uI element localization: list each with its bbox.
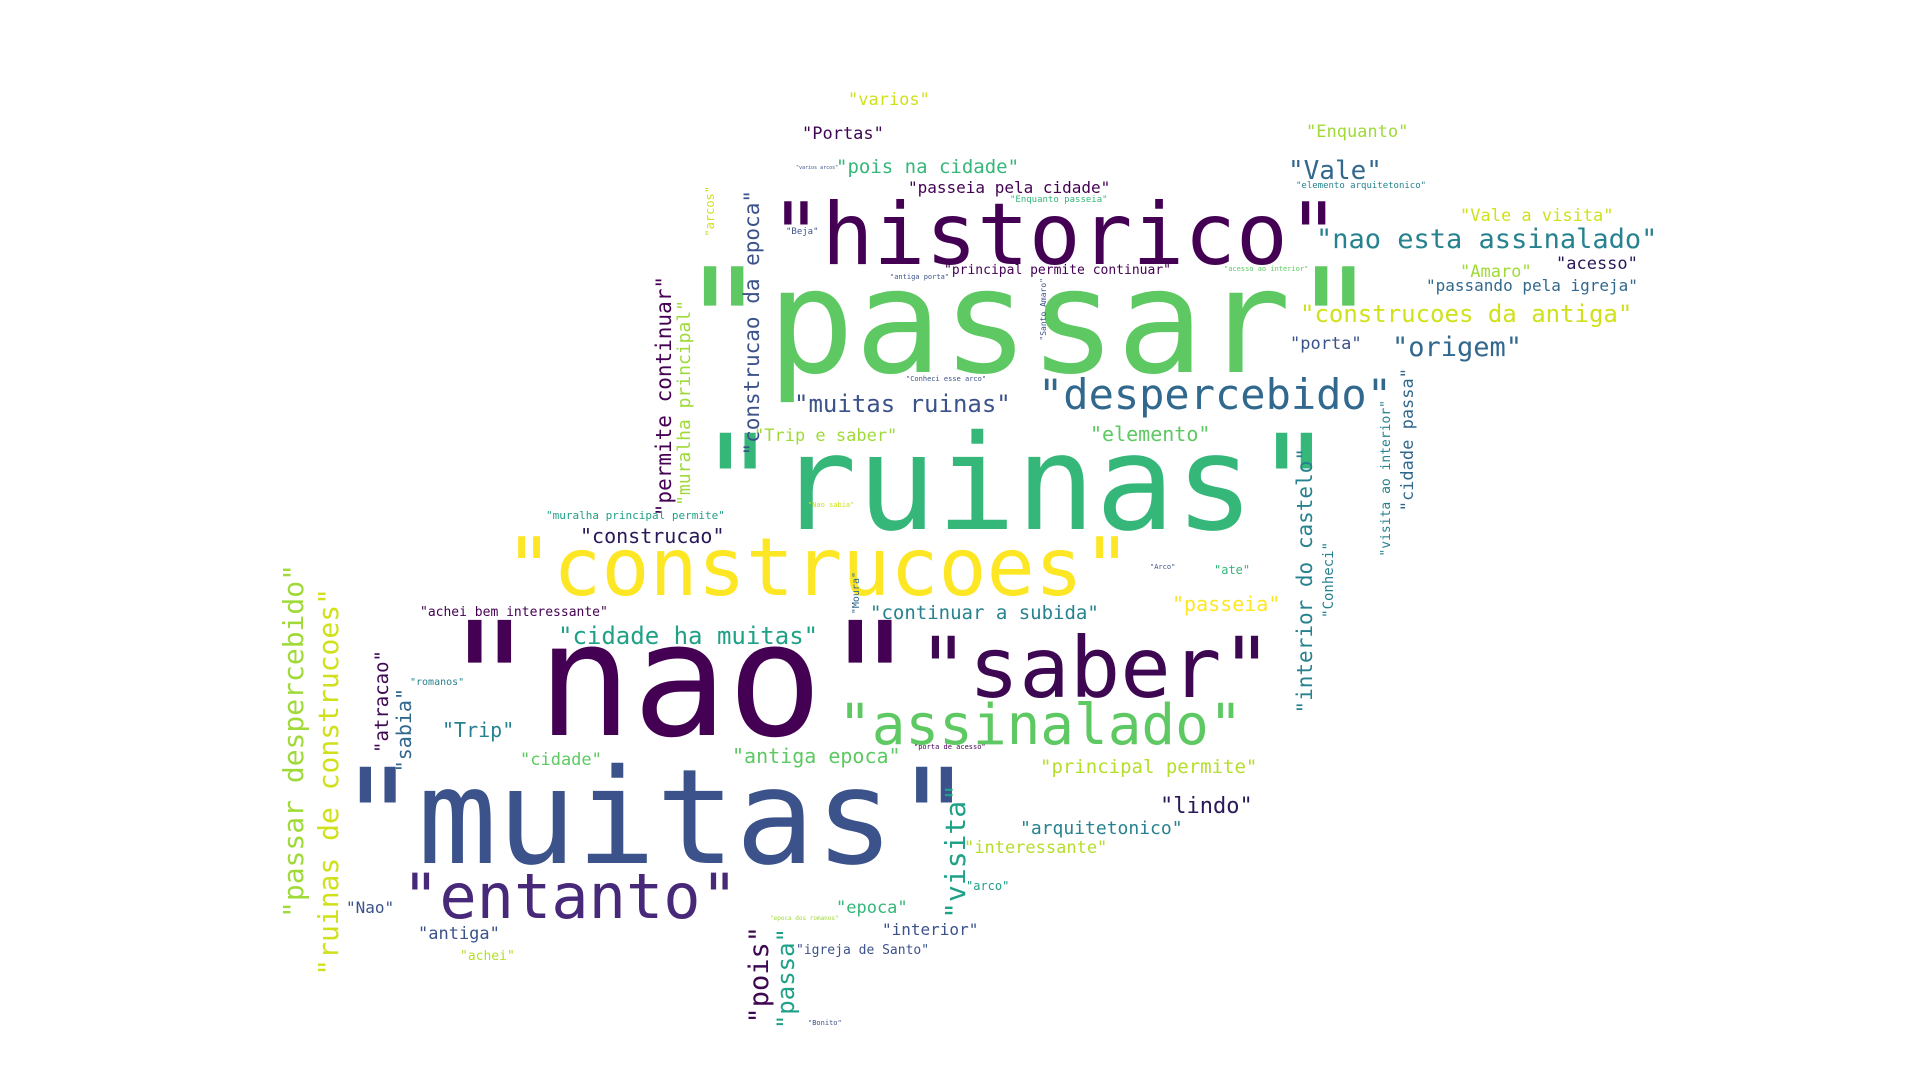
word-lindo: "lindo" — [1160, 794, 1253, 819]
word-trip: "Trip" — [442, 718, 515, 742]
word-epoca: "epoca" — [836, 898, 908, 918]
word-passa: "passa" — [772, 928, 800, 1030]
word-elemento-arquitetonico: "elemento arquitetonico" — [1296, 181, 1427, 191]
word-antiga: "antiga" — [418, 924, 500, 944]
word-muitas: "muitas" — [338, 741, 974, 895]
word-cidade-ha-muitas: "cidade ha muitas" — [558, 622, 819, 650]
word-acesso: "acesso" — [1556, 254, 1638, 274]
word-achei: "achei" — [460, 949, 515, 964]
word-vale-a-visita: "Vale a visita" — [1460, 206, 1614, 226]
word-saber: "saber" — [918, 619, 1273, 717]
word-varios-arcos: "varios arcos" — [796, 165, 839, 171]
word-vale: "Vale" — [1288, 156, 1382, 186]
word-interior-do-castelo: "interior do castelo" — [1293, 448, 1317, 714]
word-construcao-da-epoca: "construcao da epoca" — [740, 190, 764, 456]
word-principal-permite: "principal permite" — [1040, 756, 1258, 778]
word-trip-e-saber: "Trip e saber" — [754, 426, 898, 446]
word-cidade-passa: "cidade passa" — [1398, 368, 1418, 512]
word-antiga-porta: "antiga porta" — [890, 273, 950, 281]
word-principal-permite-continuar: "principal permite continuar" — [944, 263, 1171, 278]
word-igreja-de-santo: "igreja de Santo" — [796, 943, 930, 958]
word-bonito: "Bonito" — [808, 1019, 842, 1027]
word-pois: "pois" — [744, 926, 775, 1024]
word-achei-bem-interessante: "achei bem interessante" — [420, 605, 608, 620]
word-historico: "historico" — [770, 185, 1340, 285]
word-santo-amaro: "Santo Amaro" — [1039, 278, 1048, 341]
word-ruinas: "ruinas" — [698, 407, 1334, 561]
word-passando-pela-igreja: "passando pela igreja" — [1426, 276, 1638, 295]
word-amaro: "Amaro" — [1460, 262, 1532, 282]
word-porta-de-acesso: "porta de acesso" — [914, 743, 986, 751]
word-portas: "Portas" — [802, 124, 884, 144]
word-varios: "varios" — [848, 90, 930, 110]
word-acesso-ao-interior: "acesso ao interior" — [1224, 265, 1309, 273]
word-origem: "origem" — [1392, 332, 1523, 363]
word-nao-small: "Nao" — [346, 898, 395, 917]
word-atracao: "atracao" — [371, 650, 393, 753]
word-nao: "nao" — [442, 589, 918, 773]
word-enquanto-passeia: "Enquanto passeia" — [1010, 195, 1108, 205]
word-passeia: "passeia" — [1172, 592, 1281, 616]
word-continuar-a-subida: "continuar a subida" — [870, 602, 1099, 624]
word-porta: "porta" — [1290, 334, 1362, 354]
word-despercebido: "despercebido" — [1038, 370, 1393, 419]
word-epoca-dos-romanos: "epoca dos romanos" — [770, 915, 839, 922]
word-nao-esta-assinalado: "nao esta assinalado" — [1316, 224, 1658, 255]
word-arcos: "arcos" — [703, 186, 717, 237]
word-moura: "Moura" — [851, 572, 862, 615]
word-construcao: "construcao" — [580, 524, 725, 548]
word-interior: "interior" — [882, 920, 979, 939]
word-conheci-esse-arco: "Conheci esse arco" — [906, 375, 987, 383]
word-beja: "Beja" — [786, 227, 819, 237]
word-muitas-ruinas: "muitas ruinas" — [794, 390, 1011, 418]
word-ruinas-de-construcoes: "ruinas de construcoes" — [312, 588, 345, 976]
word-sabia: "sabia" — [392, 688, 416, 773]
word-nao-sabia: "Nao sabia" — [808, 501, 855, 509]
word-conheci: "Conheci" — [1321, 542, 1337, 618]
word-arco-cap: "Arco" — [1150, 563, 1176, 571]
word-arco: "arco" — [966, 879, 1010, 893]
word-enquanto: "Enquanto" — [1306, 122, 1409, 142]
word-assinalado: "assinalado" — [838, 693, 1243, 758]
word-romanos: "romanos" — [410, 677, 465, 688]
word-passar-despercebido: "passar despercebido" — [277, 564, 310, 919]
word-construcoes-da-antiga: "construcoes da antiga" — [1300, 300, 1633, 328]
word-passar: "passar" — [680, 238, 1379, 407]
word-muralha-principal: "muralha principal" — [674, 300, 695, 506]
word-arquitetonico: "arquitetonico" — [1020, 818, 1183, 839]
word-elemento: "elemento" — [1090, 422, 1211, 446]
word-antiga-epoca: "antiga epoca" — [732, 744, 901, 768]
word-visita-ao-interior: "visita ao interior" — [1379, 400, 1394, 557]
word-pois-na-cidade: "pois na cidade" — [836, 156, 1020, 178]
word-muralha-principal-permite: "muralha principal permite" — [546, 509, 725, 522]
word-permite-continuar: "permite continuar" — [652, 276, 676, 517]
word-ate: "ate" — [1214, 563, 1251, 577]
word-cidade: "cidade" — [520, 750, 602, 770]
word-passeia-pela-cidade: "passeia pela cidade" — [908, 178, 1111, 197]
word-entanto: "entanto" — [402, 860, 738, 933]
word-construcoes: "construcoes" — [505, 521, 1132, 614]
word-interessante: "interessante" — [964, 838, 1108, 858]
